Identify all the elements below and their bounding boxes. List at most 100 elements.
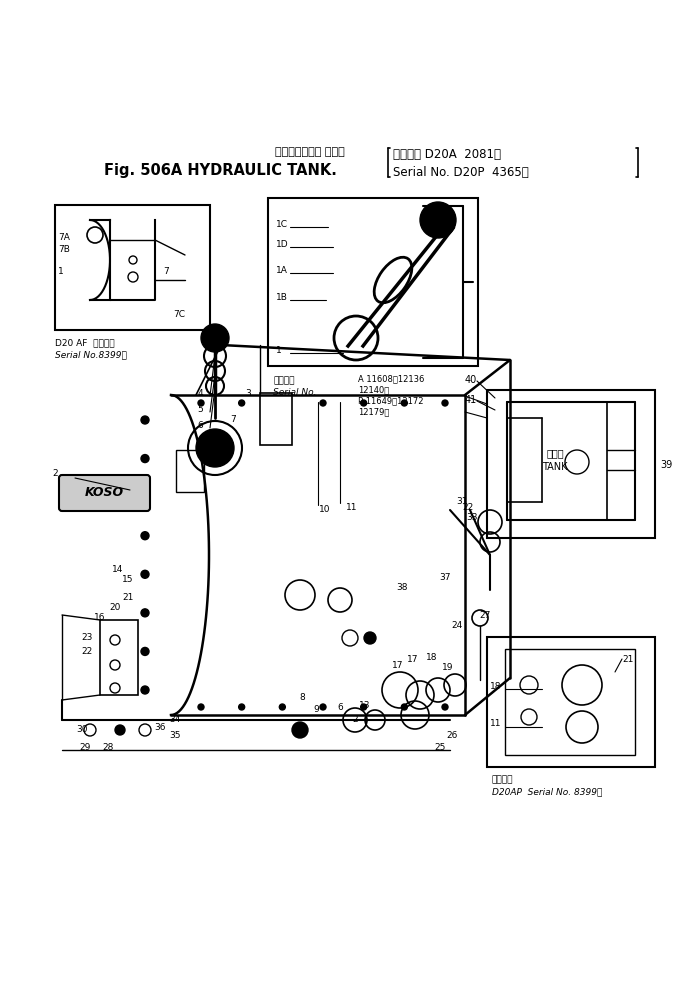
Circle shape: [141, 686, 149, 694]
Text: 25: 25: [435, 743, 445, 752]
Text: 3: 3: [245, 388, 251, 397]
Text: 2: 2: [52, 469, 58, 478]
Bar: [505, 649, 635, 755]
Text: 2: 2: [352, 716, 358, 724]
Text: 16: 16: [94, 613, 106, 622]
Text: 適用号機: 適用号機: [273, 376, 294, 385]
Circle shape: [364, 632, 376, 644]
Text: 6: 6: [197, 421, 203, 430]
Text: 11: 11: [490, 719, 502, 728]
Text: 17: 17: [393, 662, 404, 671]
Text: Serial No. D20P  4365～: Serial No. D20P 4365～: [393, 165, 529, 178]
Text: P 11649～12172: P 11649～12172: [358, 396, 424, 405]
Bar: [268, 198, 478, 366]
Circle shape: [279, 704, 285, 710]
Text: 29: 29: [79, 743, 91, 752]
Text: 1: 1: [58, 267, 64, 276]
Circle shape: [401, 704, 407, 710]
Bar: [55, 205, 210, 330]
Text: 7: 7: [230, 415, 236, 424]
Text: 9: 9: [313, 706, 319, 715]
Circle shape: [141, 455, 149, 463]
Circle shape: [141, 647, 149, 655]
Text: 7C: 7C: [173, 310, 185, 319]
Text: 1A: 1A: [276, 266, 288, 275]
Circle shape: [201, 324, 229, 352]
Bar: [260, 393, 292, 445]
Text: 40: 40: [465, 375, 477, 385]
Circle shape: [320, 400, 326, 406]
Text: 28: 28: [102, 743, 114, 752]
Text: 23: 23: [81, 633, 93, 642]
Text: 36: 36: [155, 723, 165, 732]
Circle shape: [361, 400, 367, 406]
Text: 1D: 1D: [276, 240, 289, 249]
Circle shape: [239, 704, 245, 710]
Text: 35: 35: [170, 730, 181, 739]
Circle shape: [141, 416, 149, 424]
Circle shape: [292, 722, 308, 738]
Circle shape: [401, 400, 407, 406]
Text: 31: 31: [456, 497, 468, 506]
Text: 39: 39: [660, 460, 673, 470]
Bar: [487, 390, 655, 538]
Text: 7A: 7A: [58, 233, 70, 242]
Text: 6: 6: [337, 704, 343, 713]
Text: Fig. 506A HYDRAULIC TANK.: Fig. 506A HYDRAULIC TANK.: [104, 163, 336, 177]
Circle shape: [361, 704, 367, 710]
Text: 34: 34: [170, 716, 181, 724]
FancyBboxPatch shape: [59, 475, 150, 511]
Bar: [487, 637, 655, 767]
Circle shape: [196, 429, 234, 467]
Text: 18: 18: [426, 653, 438, 663]
Text: 1B: 1B: [276, 293, 288, 302]
Text: 22: 22: [462, 503, 474, 512]
Text: タンク: タンク: [546, 448, 564, 458]
Text: S: S: [202, 435, 208, 445]
Bar: [100, 620, 138, 695]
Text: 41: 41: [465, 395, 477, 405]
Text: 8: 8: [299, 694, 305, 703]
Circle shape: [198, 704, 204, 710]
Text: TANK: TANK: [542, 462, 567, 472]
Text: ハイドロリック タンク: ハイドロリック タンク: [275, 147, 345, 157]
Circle shape: [141, 570, 149, 579]
Text: 21: 21: [622, 655, 633, 664]
Text: 12179～: 12179～: [358, 407, 389, 416]
Text: 22: 22: [81, 646, 93, 655]
Text: 適用号機: 適用号機: [492, 775, 513, 784]
Text: 37: 37: [439, 574, 451, 583]
Text: 4: 4: [197, 389, 203, 398]
Text: 10: 10: [319, 505, 331, 514]
Circle shape: [442, 400, 448, 406]
Text: 38: 38: [396, 584, 407, 593]
Text: 19: 19: [442, 664, 454, 673]
Text: 24: 24: [452, 621, 462, 630]
Text: 1: 1: [276, 346, 282, 355]
Text: 14: 14: [113, 566, 123, 575]
Text: 5: 5: [197, 405, 203, 414]
Circle shape: [320, 704, 326, 710]
Bar: [176, 450, 204, 492]
Text: Serial No.: Serial No.: [273, 388, 317, 397]
Text: 11: 11: [346, 503, 358, 512]
Text: 17: 17: [407, 655, 419, 665]
Circle shape: [141, 494, 149, 501]
Text: 21: 21: [122, 594, 134, 603]
Text: 26: 26: [446, 730, 458, 739]
Text: Serial No.8399～: Serial No.8399～: [55, 350, 127, 359]
Text: 7B: 7B: [58, 245, 70, 254]
Text: 適用号機 D20A  2081～: 適用号機 D20A 2081～: [393, 148, 501, 161]
Text: 27: 27: [479, 610, 491, 619]
Text: 13: 13: [359, 701, 371, 710]
Circle shape: [239, 400, 245, 406]
Circle shape: [141, 608, 149, 616]
Text: 33: 33: [466, 513, 478, 522]
Text: 15: 15: [122, 576, 134, 585]
Text: 7: 7: [163, 267, 169, 276]
Circle shape: [115, 725, 125, 735]
Text: 12140～: 12140～: [358, 385, 389, 394]
Circle shape: [198, 400, 204, 406]
Text: 18: 18: [490, 682, 502, 691]
Text: D20 AF  適用号機: D20 AF 適用号機: [55, 338, 115, 347]
